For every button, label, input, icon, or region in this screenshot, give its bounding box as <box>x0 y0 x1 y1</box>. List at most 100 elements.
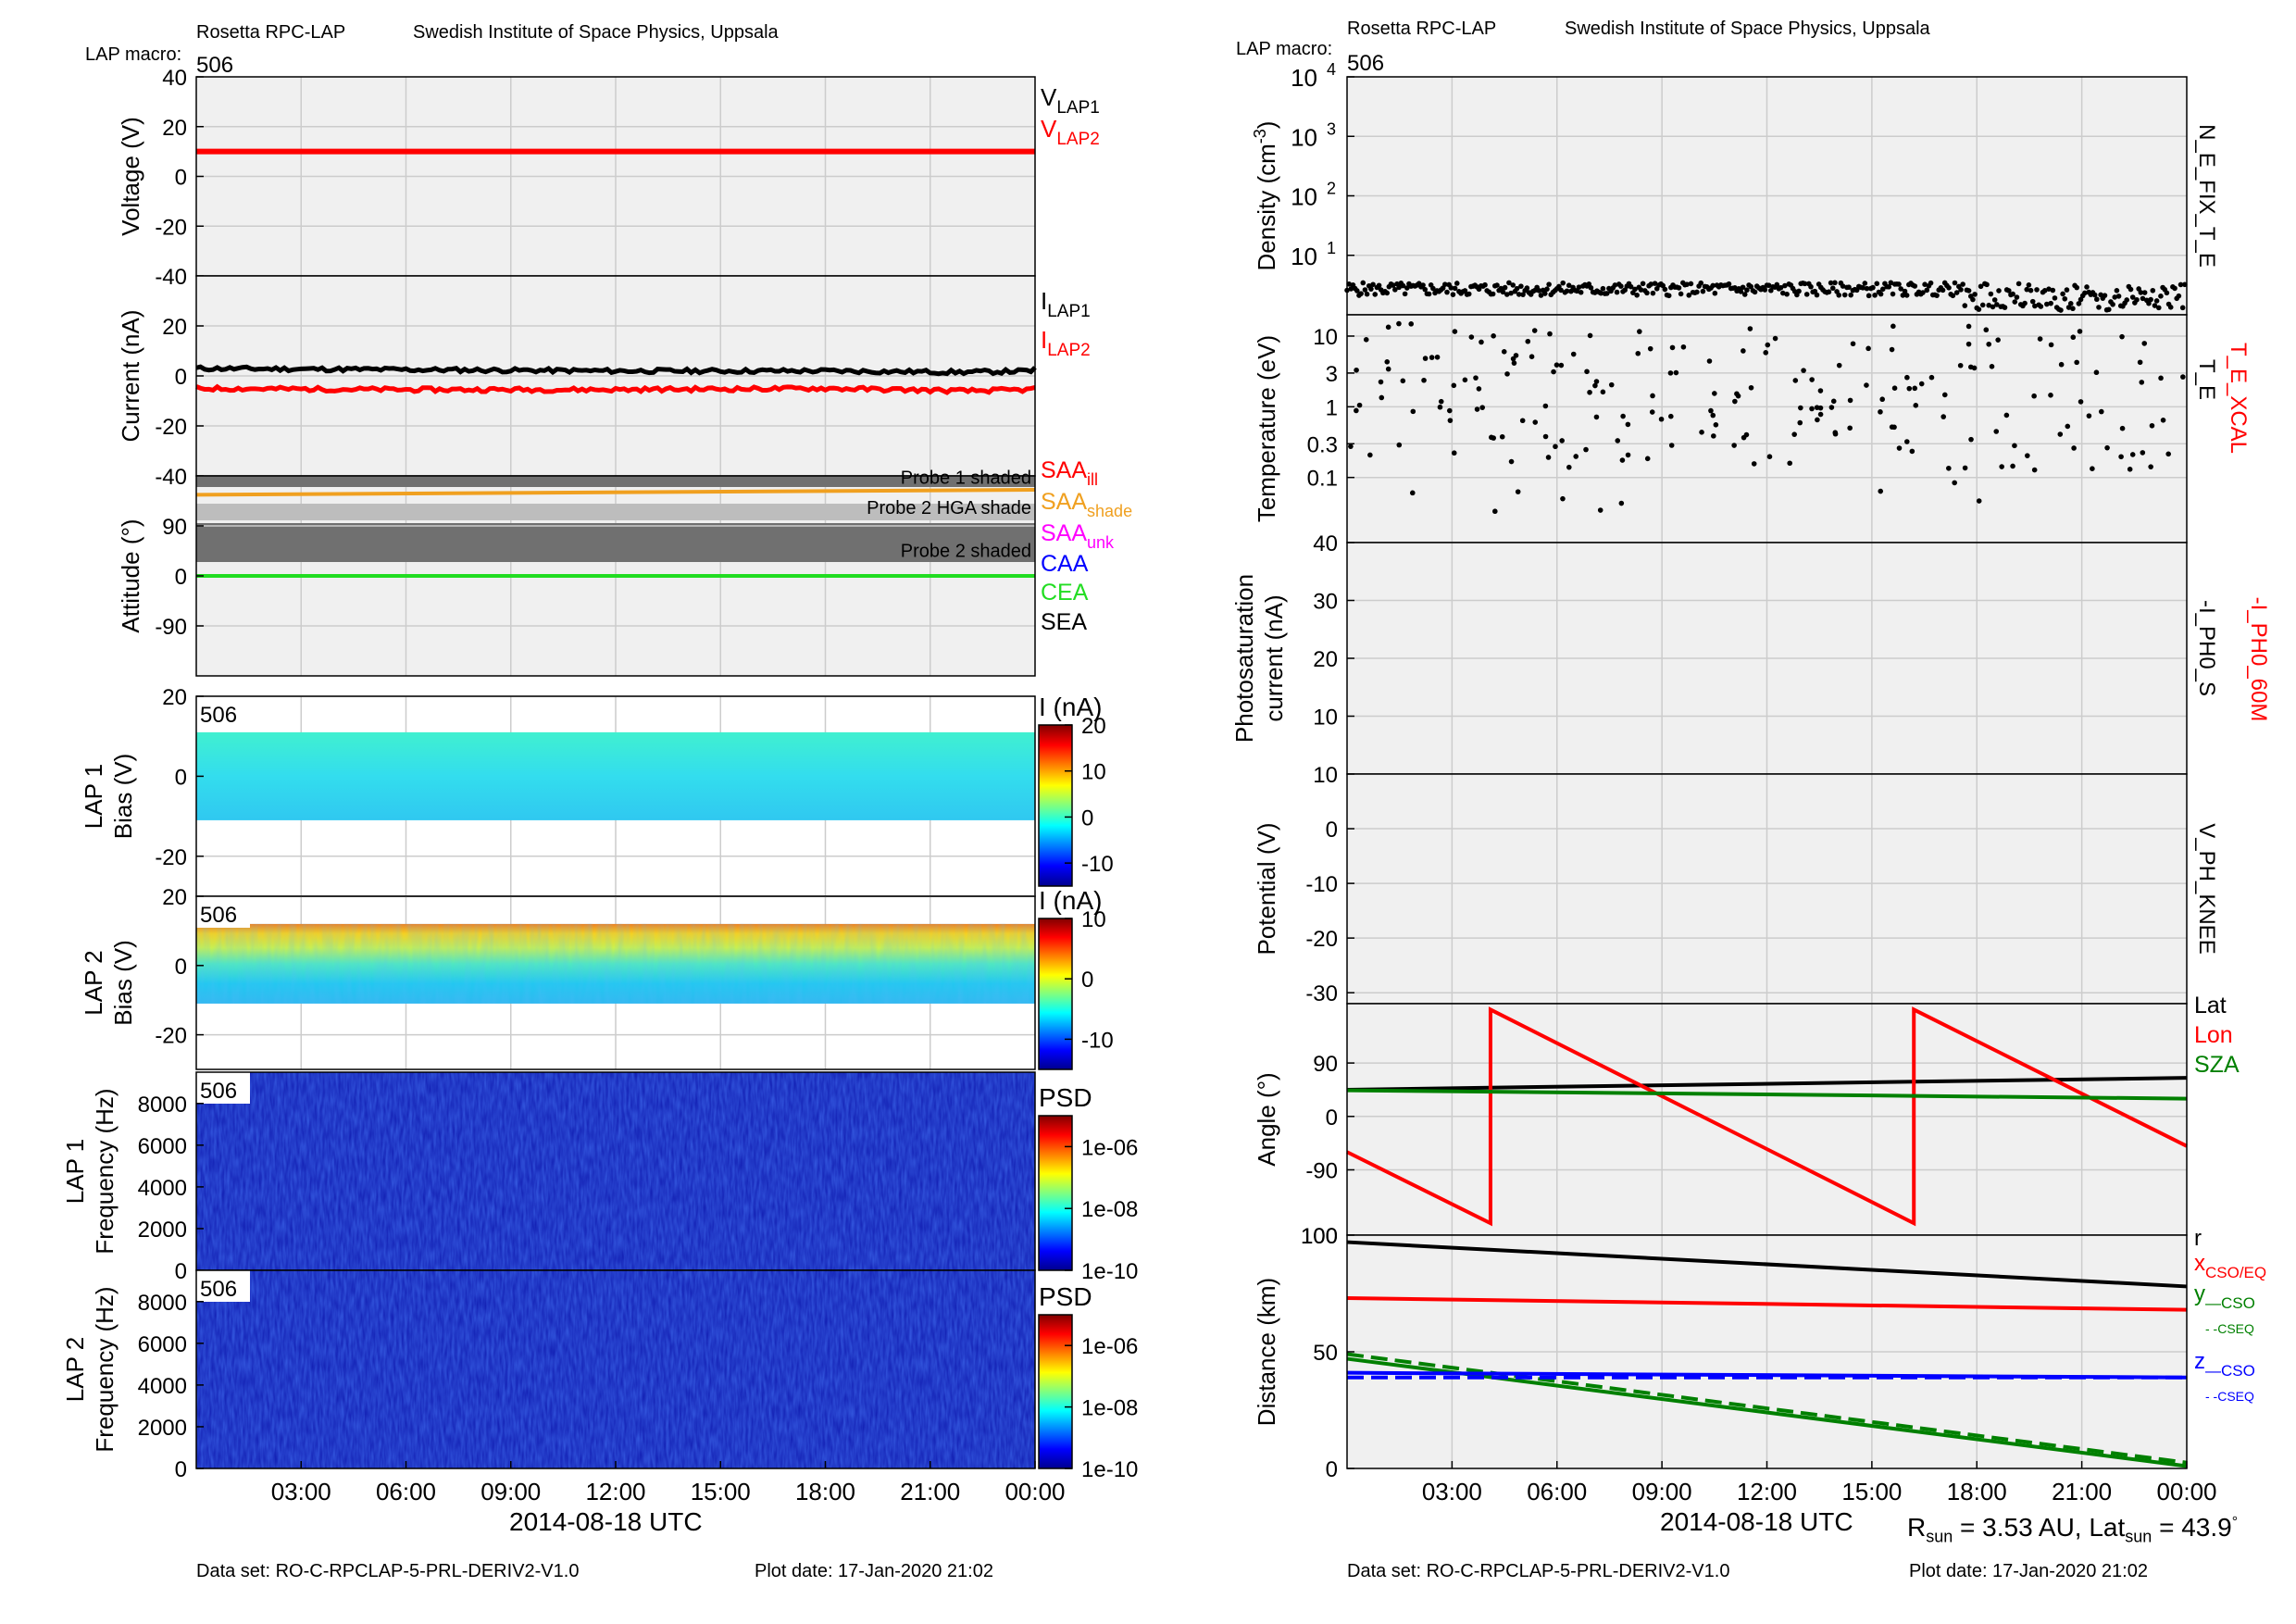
voltage-legend-lap1: VLAP1 <box>1041 83 1100 118</box>
temperature-point <box>1479 339 1484 345</box>
density-ytick-label: 10 <box>1291 64 1317 92</box>
temperature-point <box>1918 381 1925 387</box>
temperature-point <box>2012 443 2017 449</box>
current-legend-lap1: ILAP1 <box>1041 287 1091 321</box>
density-point <box>1686 293 1692 298</box>
temperature-ytick-label: 0.3 <box>1307 432 1338 457</box>
density-point <box>2114 287 2120 294</box>
temperature-point <box>2148 464 2153 469</box>
density-point <box>1370 281 1376 288</box>
density-point <box>1588 285 1594 291</box>
density-point <box>1462 288 1468 294</box>
temperature-legend-t-e: T_E <box>2194 359 2219 400</box>
density-point <box>1396 284 1402 291</box>
temperature-point <box>1474 406 1480 412</box>
temperature-point <box>1511 360 1517 366</box>
lap2bias-ylabel: Bias (V) <box>109 940 137 1025</box>
lap1psd-ytick-label: 6000 <box>138 1134 187 1159</box>
temperature-point <box>1904 374 1910 381</box>
density-point <box>2134 296 2140 303</box>
density-point <box>1500 289 1506 295</box>
density-point <box>2012 299 2018 305</box>
density-point <box>1536 288 1542 294</box>
density-point <box>2062 295 2068 302</box>
density-point <box>2141 290 2148 295</box>
temperature-point <box>2119 333 2125 340</box>
distance-legend-1: xCSO/EQ <box>2194 1251 2266 1281</box>
density-point <box>1494 282 1500 288</box>
right-plotdate-label: Plot date: 17-Jan-2020 21:02 <box>1909 1561 2148 1581</box>
density-point <box>1346 281 1352 287</box>
temperature-point <box>1452 329 1458 334</box>
temperature-point <box>1999 464 2004 469</box>
lap2psd-xtick-label: 18:00 <box>795 1478 855 1505</box>
density-point <box>1829 285 1836 292</box>
temperature-point <box>1499 433 1505 440</box>
density-point <box>1900 293 1906 298</box>
density-point <box>2022 300 2028 306</box>
density-point <box>2052 295 2058 301</box>
lap2bias-macro-label: 506 <box>200 903 237 928</box>
density-point <box>1538 293 1544 298</box>
density-point <box>1516 292 1522 297</box>
density-point <box>1666 293 1672 299</box>
temperature-point <box>1593 414 1600 420</box>
density-point <box>1688 281 1694 287</box>
density-point <box>1652 281 1658 286</box>
temperature-point <box>2025 453 2030 458</box>
density-point <box>1558 287 1564 294</box>
temperature-point <box>2118 454 2124 460</box>
temperature-point <box>1797 419 1803 426</box>
temperature-point <box>1712 391 1717 396</box>
temperature-point <box>1962 465 1968 471</box>
temperature-point <box>1967 364 1974 370</box>
density-point <box>1846 284 1852 291</box>
density-point <box>1860 285 1866 291</box>
density-ytick-exponent: 2 <box>1327 180 1336 198</box>
density-ytick-exponent: 3 <box>1327 119 1336 138</box>
lap2psd-ylabel: LAP 2 <box>61 1337 89 1402</box>
lap2psd-xtick-label: 21:00 <box>900 1478 960 1505</box>
density-point <box>2034 287 2040 293</box>
density-point <box>1934 293 1940 298</box>
temperature-point <box>1410 408 1416 415</box>
temperature-point <box>1447 418 1454 423</box>
density-point <box>2153 298 2160 304</box>
photosat-ylabel: Photosaturation <box>1230 574 1258 743</box>
lap2psd-colorbar-tick-label: 1e-08 <box>1081 1396 1138 1421</box>
temperature-point <box>1713 422 1719 428</box>
temperature-point <box>1542 433 1549 440</box>
density-point <box>1903 293 1910 298</box>
current-legend-lap2: ILAP2 <box>1041 326 1091 360</box>
temperature-point <box>1906 385 1913 392</box>
temperature-point <box>2098 408 2104 415</box>
temperature-point <box>2140 450 2146 456</box>
angle-ylabel: Angle (°) <box>1253 1072 1280 1166</box>
angle-series-lon <box>1346 1006 2188 1227</box>
density-point <box>1740 284 1746 291</box>
lap1bias-band <box>196 731 1035 820</box>
lap2psd-ytick-label: 6000 <box>138 1332 187 1357</box>
temperature-point <box>1615 438 1621 443</box>
temperature-point <box>1584 369 1590 375</box>
temperature-point <box>1896 445 1903 451</box>
density-point <box>1808 283 1814 290</box>
density-point <box>1564 288 1570 294</box>
density-point <box>1518 283 1524 289</box>
lap2bias-frame <box>195 895 1036 1070</box>
right-dataset-label: Data set: RO-C-RPCLAP-5-PRL-DERIV2-V1.0 <box>1347 1561 1730 1581</box>
density-point <box>1544 286 1550 293</box>
temperature-point <box>1976 498 1982 504</box>
lap2bias-ylabel: LAP 2 <box>80 950 107 1015</box>
lap2psd-xtick-label: 03:00 <box>271 1478 331 1505</box>
temperature-point <box>1946 465 1952 471</box>
density-point <box>1984 281 1990 288</box>
density-point <box>2041 288 2048 294</box>
temperature-point <box>1928 374 1935 381</box>
angle-ytick-label: 90 <box>1313 1052 1338 1077</box>
temperature-point <box>1593 379 1600 384</box>
distance-xtick-label: 21:00 <box>2052 1478 2112 1505</box>
lap2bias-ytick-label: -20 <box>155 1024 187 1049</box>
temperature-point <box>1573 454 1579 459</box>
temperature-point <box>1451 382 1457 389</box>
